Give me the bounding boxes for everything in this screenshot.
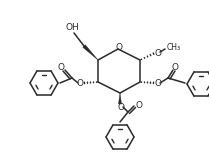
- Text: O: O: [116, 44, 122, 53]
- Text: O: O: [117, 102, 125, 112]
- Text: O: O: [57, 63, 65, 71]
- Text: CH₃: CH₃: [167, 44, 181, 53]
- Text: O: O: [154, 49, 162, 58]
- Text: O: O: [172, 63, 178, 71]
- Text: O: O: [154, 80, 162, 88]
- Polygon shape: [83, 45, 98, 60]
- Text: O: O: [76, 80, 84, 88]
- Polygon shape: [119, 93, 121, 104]
- Text: OH: OH: [65, 22, 79, 32]
- Text: O: O: [135, 100, 143, 110]
